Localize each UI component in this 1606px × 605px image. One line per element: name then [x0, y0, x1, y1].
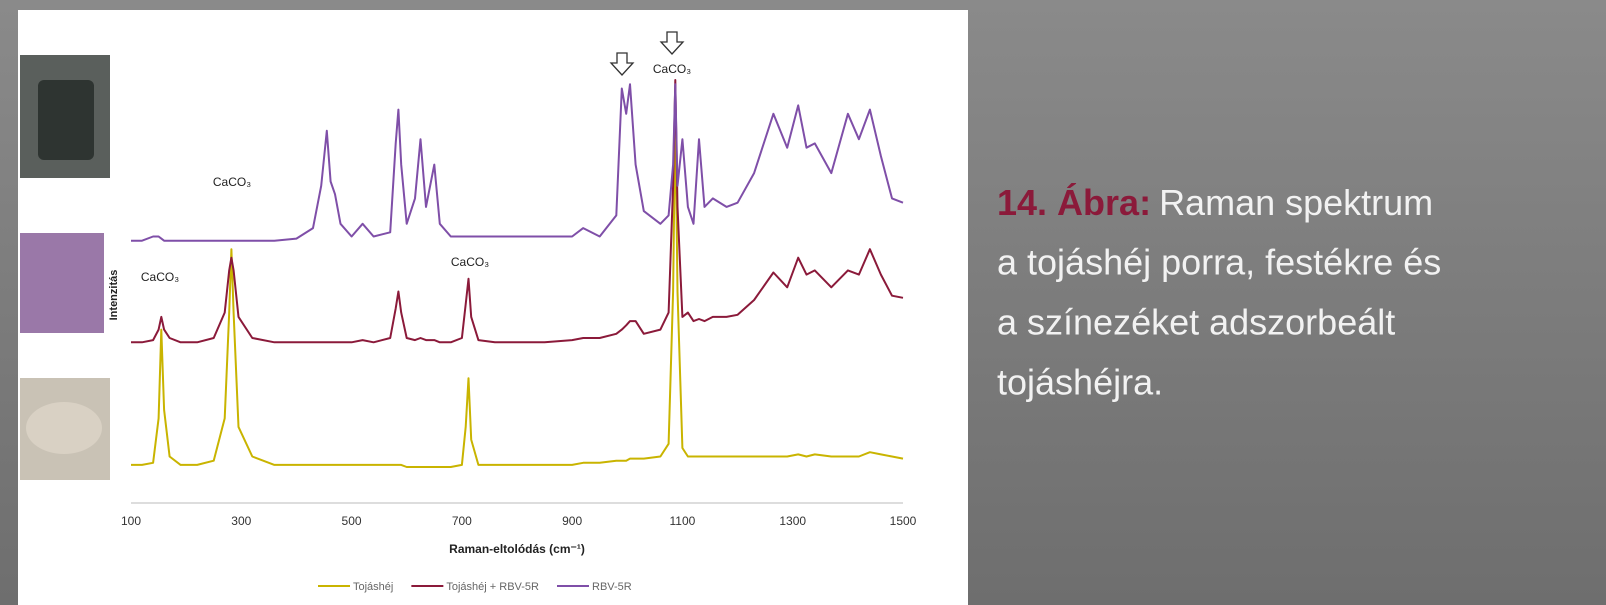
x-tick-label: 1500 — [890, 514, 917, 528]
x-axis-label: Raman-eltolódás (cm⁻¹) — [449, 542, 585, 556]
y-axis-label: Intenzitás — [108, 270, 120, 321]
legend-label: Tojáshéj + RBV-5R — [446, 581, 539, 593]
caption-text: tojáshéjra. — [997, 362, 1163, 403]
legend-label: Tojáshéj — [353, 581, 393, 593]
x-tick-label: 1100 — [670, 514, 696, 528]
page: {"chart_data": {"type": "line", "x_label… — [0, 0, 1606, 605]
x-tick-label: 1300 — [779, 514, 806, 528]
photo-dyed-shell — [20, 233, 104, 333]
x-tick-label: 700 — [452, 514, 472, 528]
slide: Intenzitás Raman-eltolódás (cm⁻¹) 14. Áb… — [0, 0, 1606, 605]
x-tick-label: 500 — [342, 514, 362, 528]
legend-label: RBV-5R — [592, 581, 632, 593]
annotation: CaCO₃ — [141, 270, 179, 284]
caption-label: 14. Ábra: — [997, 182, 1151, 223]
x-tick-label: 100 — [121, 514, 141, 528]
powder — [26, 402, 102, 454]
caption-text: a tojáshéj porra, festékre és — [997, 242, 1441, 283]
annotation: CaCO₃ — [213, 175, 251, 189]
chart-panel — [18, 10, 968, 605]
annotation: CaCO₃ — [451, 255, 489, 269]
x-tick-label: 300 — [231, 514, 251, 528]
caption-text: Raman spektrum — [1159, 182, 1433, 223]
x-tick-label: 900 — [562, 514, 582, 528]
jar — [38, 80, 94, 160]
annotation: CaCO₃ — [653, 62, 691, 76]
caption-text: a színezéket adszorbeált — [997, 302, 1395, 343]
caption-line: 14. Ábra:Raman spektrum — [997, 182, 1433, 223]
